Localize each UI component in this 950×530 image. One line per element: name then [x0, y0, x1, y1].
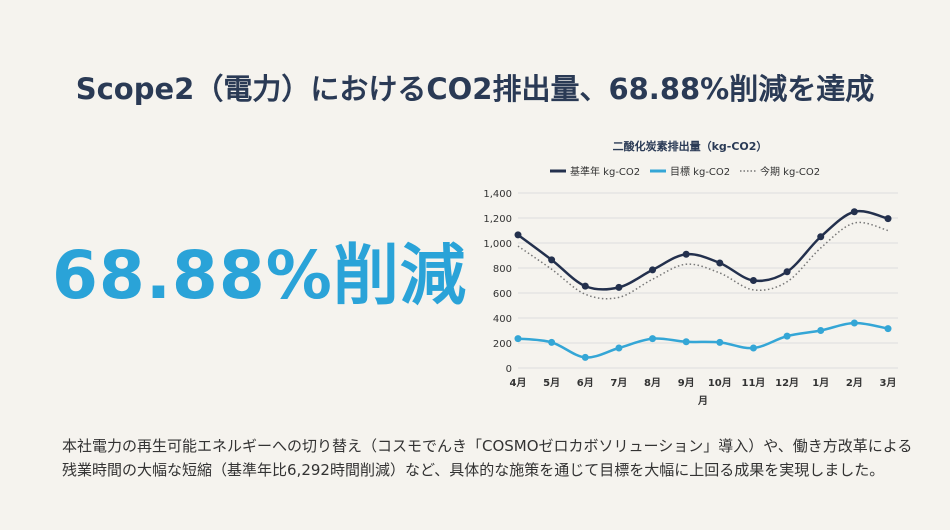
headline-reduction: 68.88%削減: [52, 237, 467, 314]
data-point: [615, 283, 623, 291]
data-point: [649, 266, 657, 274]
y-tick-label: 400: [493, 314, 512, 325]
x-tick-label: 11月: [741, 377, 765, 389]
x-tick-label: 5月: [543, 377, 560, 389]
data-point: [884, 215, 892, 223]
data-point: [548, 256, 556, 264]
x-tick-label: 6月: [577, 377, 594, 389]
y-tick-label: 600: [493, 289, 512, 300]
x-tick-label: 3月: [880, 377, 897, 389]
data-point: [716, 259, 724, 267]
data-point: [581, 353, 589, 361]
data-point: [817, 233, 825, 241]
x-tick-label: 1月: [812, 377, 829, 389]
x-axis-label: 月: [697, 395, 708, 407]
data-point: [884, 325, 892, 333]
data-point: [749, 277, 757, 284]
data-point: [783, 332, 791, 340]
data-point: [548, 338, 556, 346]
data-point: [817, 327, 825, 334]
data-point: [514, 231, 522, 239]
x-tick-label: 2月: [846, 377, 863, 389]
series-line: [517, 221, 889, 300]
x-tick-label: 8月: [644, 377, 661, 389]
y-tick-label: 800: [493, 264, 512, 275]
series-line: [517, 321, 889, 359]
legend-label: 目標 kg-CO2: [670, 165, 730, 178]
chart-title: 二酸化炭素排出量（kg-CO2）: [613, 139, 768, 153]
data-point: [514, 335, 522, 343]
x-tick-label: 12月: [775, 377, 799, 389]
data-point: [682, 338, 690, 346]
x-tick-label: 10月: [708, 377, 732, 389]
y-tick-label: 0: [506, 364, 512, 375]
x-tick-label: 7月: [610, 377, 627, 389]
data-point: [850, 319, 858, 327]
data-point: [850, 208, 858, 216]
y-tick-label: 200: [493, 339, 512, 350]
y-tick-label: 1,400: [483, 189, 512, 200]
data-point: [581, 282, 589, 290]
y-tick-label: 1,200: [483, 214, 512, 225]
description: 本社電力の再生可能エネルギーへの切り替え（コスモでんき「COSMOゼロカボソリュ…: [62, 437, 913, 479]
data-point: [783, 268, 791, 276]
data-point: [615, 344, 623, 352]
data-point: [716, 338, 724, 346]
emissions-chart: 二酸化炭素排出量（kg-CO2） 基準年 kg-CO2 目標 kg-CO2 今期 kg…: [483, 139, 898, 407]
legend-label: 基準年 kg-CO2: [570, 165, 640, 178]
legend-label: 今期 kg-CO2: [760, 165, 820, 178]
data-point: [749, 344, 757, 352]
x-tick-label: 9月: [678, 377, 695, 389]
page-title: Scope2（電力）におけるCO2排出量、68.88%削減を達成: [75, 72, 875, 106]
y-tick-label: 1,000: [483, 239, 512, 250]
x-tick-label: 4月: [510, 377, 527, 389]
data-point: [649, 335, 657, 343]
series-line: [517, 209, 889, 291]
data-point: [682, 250, 690, 258]
